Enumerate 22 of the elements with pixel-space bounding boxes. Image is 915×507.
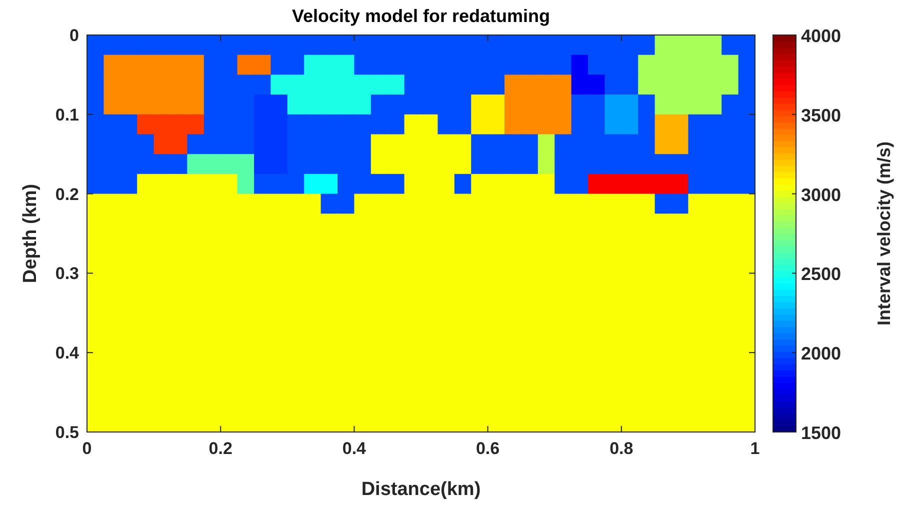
y-tick-label: 0 [70, 26, 79, 45]
x-tick-label: 0.6 [476, 439, 500, 458]
chart-title: Velocity model for redatuming [292, 6, 550, 26]
y-tick-label: 0.2 [55, 184, 79, 204]
y-tick-label: 0.1 [55, 105, 79, 124]
y-tick-label: 0.5 [55, 423, 79, 442]
color-bar-label: 3000 [801, 184, 842, 205]
y-axis-title: Depth (km) [20, 184, 41, 284]
color-bar-title: Interval velocity (m/s) [874, 141, 894, 326]
color-bar-label: 1500 [801, 423, 842, 443]
x-tick-label: 0 [82, 439, 92, 458]
x-tick-label: 0.2 [208, 439, 232, 458]
x-axis-title: Distance(km) [361, 479, 481, 500]
y-tick-label: 0.4 [55, 344, 80, 363]
x-tick-label: 1 [750, 439, 760, 458]
color-bar-label: 2000 [801, 344, 842, 364]
color-bar-label: 4000 [801, 26, 842, 46]
y-tick-label: 0.3 [55, 264, 79, 284]
x-tick-label: 0.8 [610, 439, 634, 458]
x-tick-label: 0.4 [342, 439, 367, 458]
color-bar-label: 3500 [801, 105, 842, 126]
color-bar-label: 2500 [801, 264, 842, 284]
